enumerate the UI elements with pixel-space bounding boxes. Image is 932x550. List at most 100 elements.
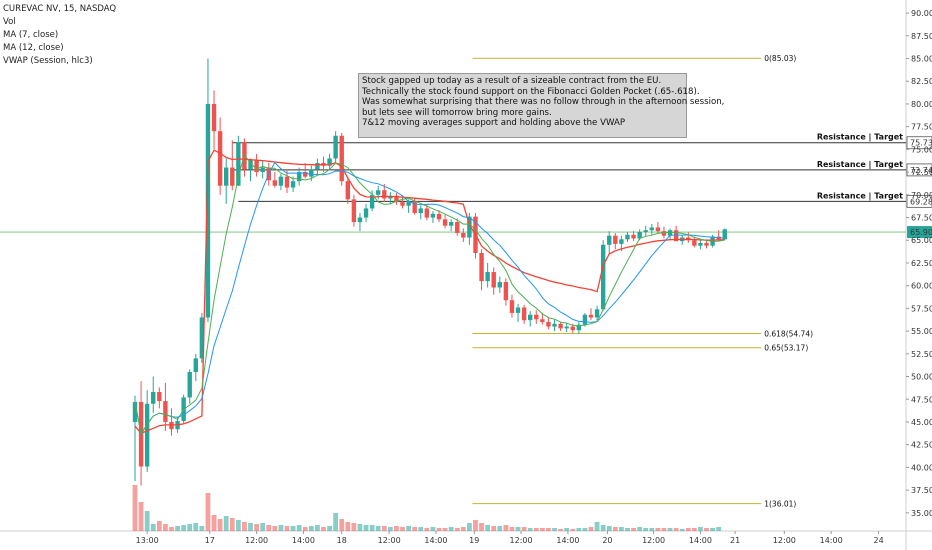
time-tick-label: 12:00 bbox=[642, 536, 665, 545]
candle-body bbox=[661, 231, 667, 236]
candle-body bbox=[351, 199, 357, 223]
candle-body bbox=[552, 323, 557, 327]
volume-bar bbox=[667, 528, 673, 531]
volume-bar bbox=[315, 525, 320, 531]
candle-body bbox=[479, 252, 484, 282]
volume-bar bbox=[211, 515, 217, 531]
annotation-line: Technically the stock found support on t… bbox=[362, 86, 700, 97]
ma7-line bbox=[134, 154, 725, 436]
time-tick-label: 14:00 bbox=[292, 536, 315, 545]
volume-bar bbox=[138, 502, 144, 531]
candle-body bbox=[339, 135, 344, 182]
candle-body bbox=[230, 167, 235, 186]
volume-bar bbox=[673, 528, 679, 531]
volume-bar bbox=[175, 526, 180, 531]
candle-body bbox=[254, 160, 259, 173]
volume-bar bbox=[625, 528, 630, 531]
horizontal-levels[interactable]: 0(85.03) 0.618(54.74) 0.65(53.17) 1(36.01) R… bbox=[0, 54, 932, 509]
candle-body bbox=[515, 307, 521, 313]
candle-body bbox=[303, 172, 308, 177]
legend-ma7[interactable]: MA (7, close) bbox=[3, 30, 59, 40]
price-tick-label: 67.50 bbox=[911, 214, 932, 223]
fib-level-label: 0.618(54.74) bbox=[764, 329, 813, 338]
volume-bar bbox=[546, 528, 551, 531]
candle-body bbox=[673, 230, 679, 242]
candle-body bbox=[248, 160, 253, 170]
candle-body bbox=[290, 181, 296, 188]
price-tick-label: 47.50 bbox=[911, 395, 932, 404]
candle-body bbox=[637, 232, 642, 239]
candle-body bbox=[169, 421, 174, 430]
legend-vwap[interactable]: VWAP (Session, hlc3) bbox=[3, 56, 93, 66]
candle-body bbox=[485, 272, 490, 282]
volume-bar bbox=[631, 528, 636, 531]
volume-bar bbox=[491, 526, 497, 531]
candle-body bbox=[528, 314, 533, 321]
volume-bar bbox=[339, 519, 345, 531]
fib-level-label: 0.65(53.17) bbox=[764, 344, 808, 353]
level-price-tag-text: 72.74 bbox=[910, 166, 932, 175]
volume-bar bbox=[278, 525, 284, 531]
volume-bar bbox=[357, 524, 363, 531]
time-tick-label: 19 bbox=[469, 536, 479, 545]
price-axis[interactable]: 90.00 87.50 85.00 82.50 80.00 77.50 75.00 72.50… bbox=[906, 9, 932, 518]
price-tick-label: 77.50 bbox=[911, 123, 932, 132]
candle-body bbox=[199, 317, 205, 359]
candle-body bbox=[260, 167, 265, 173]
candle-body bbox=[132, 401, 138, 422]
fib-level-label: 0(85.03) bbox=[764, 54, 796, 63]
legend-volume[interactable]: Vol bbox=[3, 17, 16, 27]
candle-body bbox=[382, 190, 387, 199]
candle-body bbox=[497, 282, 502, 288]
price-tick-label: 60.00 bbox=[911, 282, 932, 291]
volume-bar bbox=[582, 528, 588, 531]
candle-body bbox=[144, 403, 150, 467]
volume-bar bbox=[321, 527, 326, 531]
annotation-line: Was somewhat surprising that there was n… bbox=[362, 97, 725, 108]
candle-body bbox=[424, 208, 430, 218]
time-axis[interactable]: 13:00 17 12:00 14:00 18 12:00 14:00 19 12:00 14:0… bbox=[136, 531, 884, 545]
time-tick-label: 12:00 bbox=[378, 536, 401, 545]
candle-body bbox=[345, 181, 350, 200]
volume-bar bbox=[217, 519, 223, 531]
candle-body bbox=[455, 222, 460, 233]
candle-body bbox=[461, 232, 466, 238]
candle-body bbox=[363, 208, 369, 218]
candle-body bbox=[224, 167, 229, 186]
volume-bar bbox=[406, 526, 411, 531]
volume-bar bbox=[169, 527, 174, 531]
volume-bar bbox=[363, 525, 369, 531]
volume-bar bbox=[685, 528, 691, 531]
legend-ma12[interactable]: MA (12, close) bbox=[3, 43, 64, 53]
candle-body bbox=[576, 324, 582, 331]
volume-bar bbox=[254, 524, 259, 531]
last-price-tag bbox=[907, 226, 932, 239]
resistance-label: Resistance | Target bbox=[817, 191, 903, 200]
volume-bar bbox=[260, 523, 266, 531]
annotation-line: Stock gapped up today as a result of a s… bbox=[362, 76, 662, 86]
legend-symbol-title[interactable]: CUREVAC NV, 15, NASDAQ bbox=[3, 4, 117, 14]
price-tick-label: 57.50 bbox=[911, 304, 932, 313]
volume-bar bbox=[655, 528, 661, 531]
time-tick-label: 14:00 bbox=[556, 536, 579, 545]
price-tick-label: 55.00 bbox=[911, 327, 932, 336]
volume-bar bbox=[296, 525, 302, 531]
level-price-tag bbox=[906, 163, 932, 177]
candle-body bbox=[327, 158, 332, 166]
volume-bar bbox=[430, 527, 436, 531]
time-tick-label: 24 bbox=[873, 536, 883, 545]
annotation-note[interactable]: Stock gapped up today as a result of a s… bbox=[358, 73, 725, 138]
resistance-label: Resistance | Target bbox=[817, 133, 903, 142]
volume-bar bbox=[521, 527, 527, 531]
volume-bar bbox=[394, 526, 399, 531]
time-tick-label: 17 bbox=[205, 536, 215, 545]
candle-body bbox=[236, 142, 241, 186]
candle-body bbox=[619, 239, 624, 244]
time-tick-label: 14:00 bbox=[424, 536, 447, 545]
fib-level-label: 1(36.01) bbox=[764, 500, 796, 509]
volume-bar bbox=[533, 528, 539, 531]
candle-body bbox=[448, 222, 454, 226]
level-price-tag bbox=[906, 194, 932, 208]
candle-body bbox=[278, 176, 284, 186]
